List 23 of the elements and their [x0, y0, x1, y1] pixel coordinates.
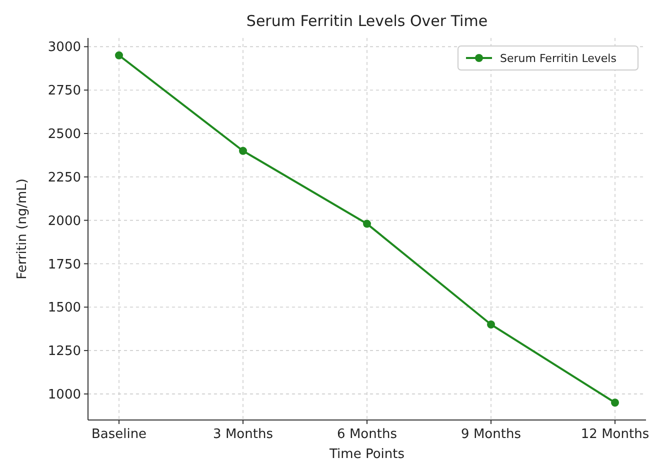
- y-axis-title: Ferritin (ng/mL): [15, 178, 30, 280]
- point: [363, 220, 371, 228]
- x-tick-label: 6 Months: [337, 427, 398, 442]
- x-axis-title: Time Points: [328, 447, 405, 462]
- x-tick-label: 9 Months: [461, 427, 522, 442]
- y-tick-label: 2750: [48, 84, 81, 99]
- y-tick-label: 1750: [48, 257, 81, 272]
- y-tick-label: 2000: [48, 214, 81, 229]
- point: [611, 398, 619, 407]
- y-tick-label: 1250: [48, 344, 81, 360]
- chart-title: Serum Ferritin Levels Over Time: [246, 12, 488, 30]
- y-tick-label: 3000: [48, 40, 81, 56]
- point: [487, 320, 495, 328]
- y-tick-label: 1500: [48, 300, 81, 316]
- y-tick-label: 1000: [48, 388, 81, 403]
- legend-label: Serum Ferritin Levels: [500, 52, 617, 65]
- y-tick-label: 2250: [48, 170, 81, 186]
- y-tick-label: 2500: [48, 127, 81, 142]
- point: [115, 51, 123, 60]
- x-tick-label: Baseline: [91, 427, 147, 442]
- x-tick-label: 12 Months: [580, 427, 650, 442]
- x-tick-label: 3 Months: [213, 427, 274, 442]
- point: [239, 146, 247, 155]
